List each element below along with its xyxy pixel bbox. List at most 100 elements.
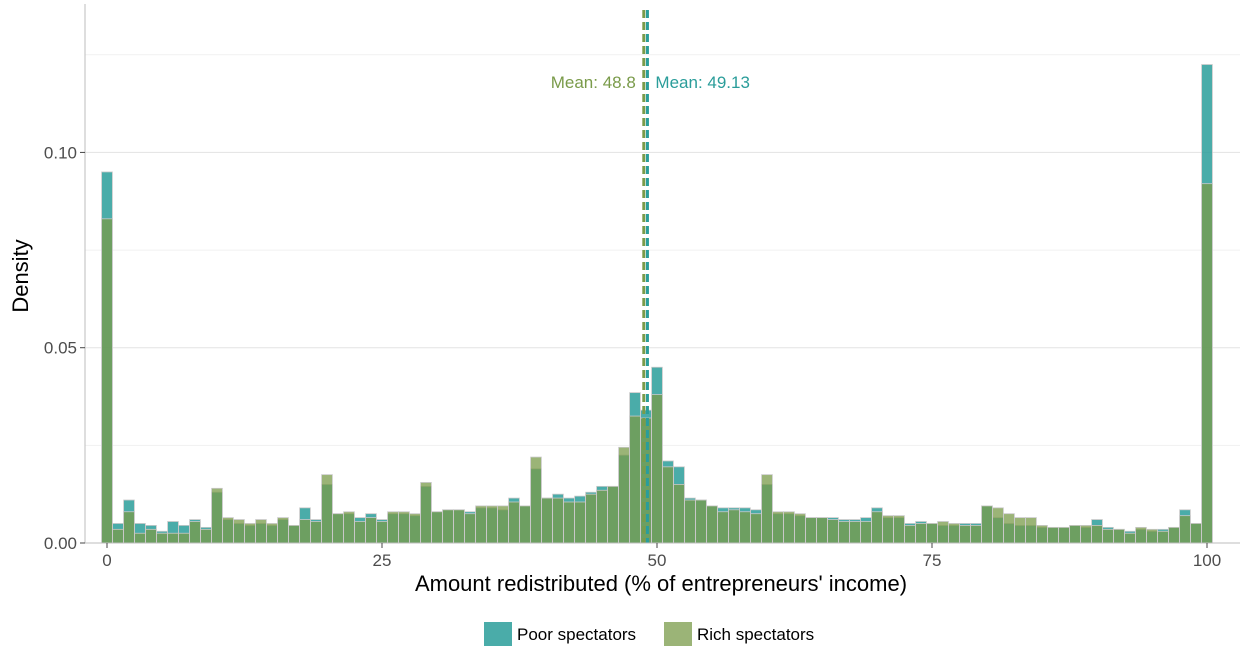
x-tick-label: 100 [1193, 551, 1221, 570]
axes: 0.00 0.05 0.10 0 25 50 75 100 [44, 4, 1240, 570]
histogram-bar [959, 525, 971, 544]
histogram-bar [112, 528, 124, 544]
histogram-bar [288, 525, 300, 544]
histogram-bar [1003, 513, 1015, 544]
histogram-bar [1168, 526, 1180, 544]
histogram-bar [585, 493, 597, 544]
histogram-bar [937, 521, 949, 544]
mean-label: Mean: 48.8 [551, 73, 636, 92]
histogram-bar [321, 474, 333, 544]
histogram-bar [244, 523, 256, 544]
histogram-bar [805, 517, 817, 544]
histogram-bar [904, 525, 916, 544]
histogram-bar [134, 532, 146, 544]
histogram-bar [200, 528, 212, 544]
histogram-bar [739, 511, 751, 544]
histogram-bar [838, 521, 850, 544]
histogram-bar [1102, 528, 1114, 544]
histogram-bar [827, 519, 839, 544]
histogram-bar [1201, 183, 1213, 544]
histogram-bar [1080, 525, 1092, 544]
x-tick-label: 75 [923, 551, 942, 570]
histogram-bar [266, 523, 278, 544]
histogram-bar [541, 497, 553, 544]
legend-item: Poor spectators [484, 622, 636, 646]
histogram-bar [409, 513, 421, 544]
histogram-bar [376, 521, 388, 544]
histogram-bar [464, 513, 476, 544]
histogram-bar [1014, 517, 1026, 544]
histogram-bar [420, 482, 432, 544]
y-tick-label: 0.10 [44, 143, 77, 162]
histogram-bar [761, 474, 773, 544]
histogram-bar [849, 521, 861, 544]
histogram-bar [981, 505, 993, 544]
histogram-bar [717, 511, 729, 544]
histogram-bar [816, 517, 828, 544]
x-axis-title: Amount redistributed (% of entrepreneurs… [415, 571, 907, 596]
histogram-bar [497, 505, 509, 544]
histogram-bar [1190, 523, 1202, 544]
histogram-bar [475, 505, 487, 544]
histogram-bar [706, 505, 718, 544]
histogram-bar [1036, 525, 1048, 544]
histogram-bar [189, 521, 201, 544]
histogram-bar [970, 525, 982, 544]
y-tick-label: 0.05 [44, 339, 77, 358]
y-axis-title: Density [8, 239, 33, 312]
histogram-bar [178, 532, 190, 544]
histogram-bar [387, 511, 399, 544]
legend-swatch [664, 622, 692, 646]
histogram-bar [486, 505, 498, 544]
histogram-bar [618, 446, 630, 544]
histogram-bar [662, 466, 674, 544]
histogram-bar [684, 499, 696, 544]
histogram-bar [948, 523, 960, 544]
histogram-bar [1091, 525, 1103, 544]
histogram-bar [1146, 528, 1158, 544]
histogram-bar [596, 489, 608, 544]
histogram-bar [673, 484, 685, 544]
histogram-bar [695, 499, 707, 544]
histogram-bar [277, 517, 289, 544]
histogram-bar [156, 532, 168, 544]
histogram-bar [167, 532, 179, 544]
histogram-bar [607, 485, 619, 544]
histogram-bar [992, 507, 1004, 544]
histogram-bar [519, 505, 531, 544]
histogram-bar [101, 218, 113, 544]
histogram-bar [365, 517, 377, 544]
histogram-bar [1179, 515, 1191, 544]
histogram-bar [1135, 526, 1147, 544]
histogram-bar [354, 521, 366, 544]
histogram-bar [508, 501, 520, 544]
histogram-bar [530, 456, 542, 544]
histogram-bar [145, 528, 157, 544]
y-tick-label: 0.00 [44, 534, 77, 553]
histogram-bar [871, 511, 883, 544]
histogram-bar [1124, 532, 1136, 544]
histogram-bar [343, 511, 355, 544]
histogram-bar [453, 509, 465, 544]
histogram-bar [772, 511, 784, 544]
histogram-bar [1047, 526, 1059, 544]
x-tick-label: 0 [102, 551, 111, 570]
histogram-bar [123, 511, 135, 544]
histogram-bar [728, 509, 740, 544]
legend-label: Poor spectators [517, 625, 636, 644]
histogram-bar [552, 497, 564, 544]
histogram-bar [926, 523, 938, 544]
histogram-bar [222, 517, 234, 544]
legend-label: Rich spectators [697, 625, 814, 644]
histogram-bar [882, 515, 894, 544]
histogram-bar [332, 513, 344, 544]
histogram-bar [563, 501, 575, 544]
histogram-bar [310, 521, 322, 544]
mean-label: Mean: 49.13 [655, 73, 750, 92]
legend-swatch [484, 622, 512, 646]
histogram-bar [893, 515, 905, 544]
mean-lines: Mean: 48.8 Mean: 49.13 [551, 10, 750, 543]
histogram-bar [915, 523, 927, 544]
